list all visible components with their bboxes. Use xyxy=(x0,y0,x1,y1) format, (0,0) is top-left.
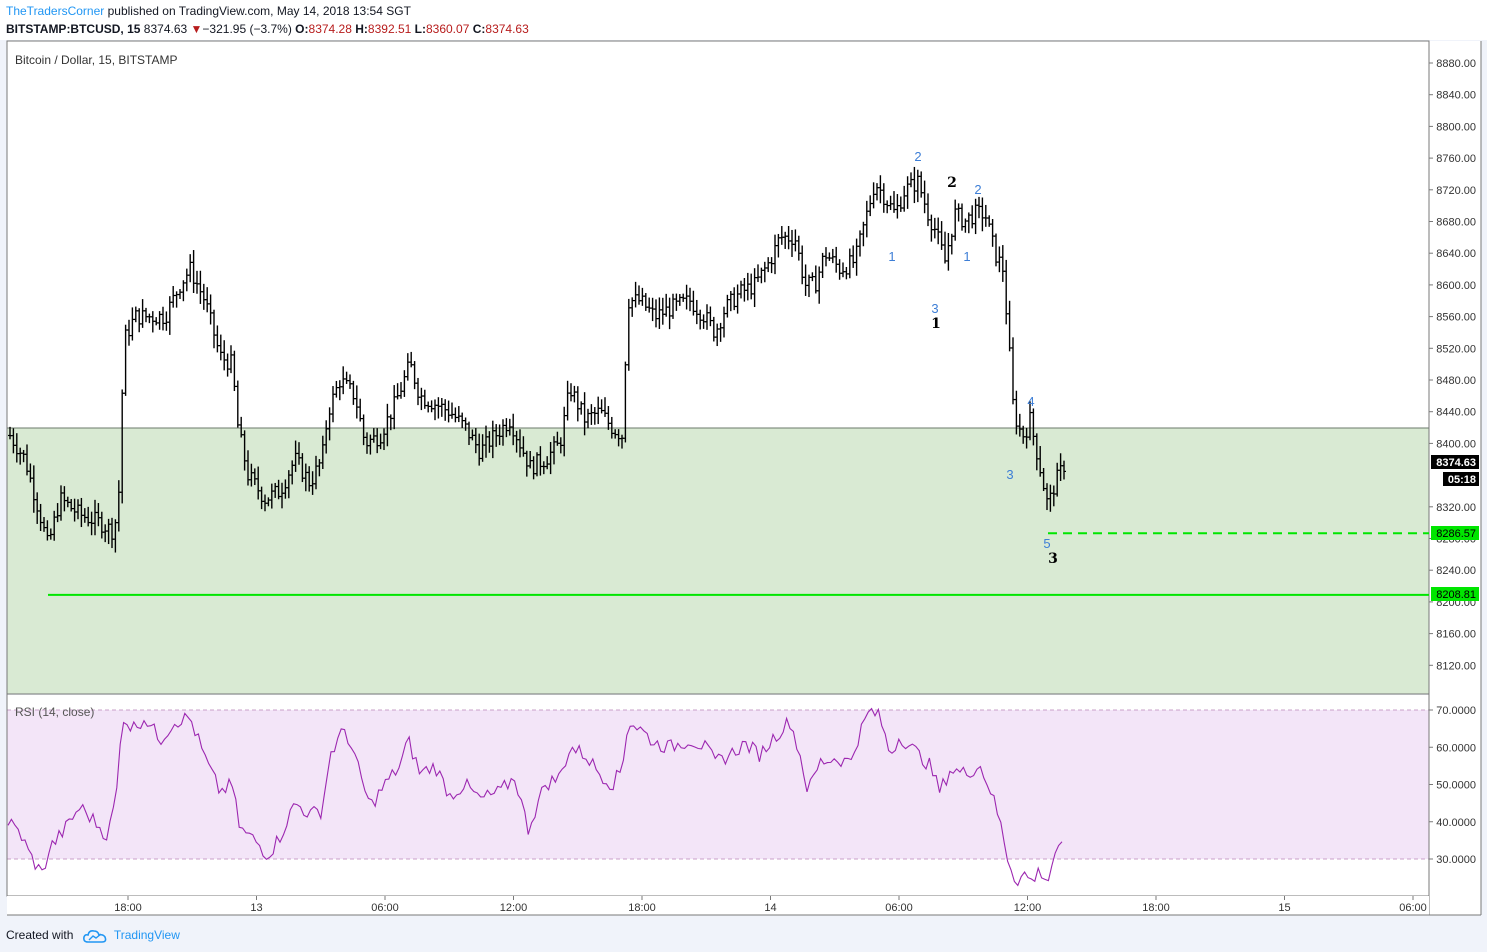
ohlc-legend: BITSTAMP:BTCUSD, 15 8374.63 ▼−321.95 (−3… xyxy=(6,22,529,36)
time-tick-label: 15 xyxy=(1278,902,1290,914)
price-tick-label: 8320.00 xyxy=(1436,502,1476,514)
tradingview-link[interactable]: TradingView xyxy=(113,928,180,942)
wave-label[interactable]: 3 xyxy=(1006,467,1013,482)
price-tick-label: 8800.00 xyxy=(1436,121,1476,133)
rsi-series xyxy=(7,707,1063,887)
low-value: 8360.07 xyxy=(425,22,470,36)
price-tick-label: 8880.00 xyxy=(1436,58,1476,70)
current-price-label: 8374.63 xyxy=(1436,457,1476,469)
wave-label[interactable]: 4 xyxy=(1027,394,1034,409)
price-tick-label: 8720.00 xyxy=(1436,185,1476,197)
price-tick-label: 8640.00 xyxy=(1436,248,1476,260)
price-tick-label: 8120.00 xyxy=(1436,660,1476,672)
open-value: 8374.28 xyxy=(308,22,352,36)
last-price: 8374.63 xyxy=(143,22,188,36)
symbol-label: BITSTAMP:BTCUSD, 15 xyxy=(6,22,141,36)
price-tick-label: 8560.00 xyxy=(1436,312,1476,324)
time-tick-label: 06:00 xyxy=(1399,902,1427,914)
time-tick-label: 18:00 xyxy=(628,902,656,914)
rsi-tick-label: 50.0000 xyxy=(1436,780,1476,792)
close-value: 8374.63 xyxy=(485,22,529,36)
price-tick-label: 8480.00 xyxy=(1436,375,1476,387)
time-tick-label: 12:00 xyxy=(1014,902,1042,914)
rsi-line xyxy=(7,707,1063,887)
time-tick-label: 18:00 xyxy=(114,902,142,914)
time-tick-label: 06:00 xyxy=(885,902,913,914)
wave-label[interactable]: 3 xyxy=(1048,551,1058,567)
wave-label[interactable]: 5 xyxy=(1043,536,1050,551)
high-value: 8392.51 xyxy=(367,22,412,36)
current-price-badge xyxy=(1431,455,1479,469)
wave-label[interactable]: 3 xyxy=(931,301,938,316)
price-tick-label: 8520.00 xyxy=(1436,343,1476,355)
chart-canvas[interactable]: 8880.00 8840.00 8800.00 8760.00 8720.00 8680.… xyxy=(0,40,1487,923)
wave-label[interactable]: 1 xyxy=(888,249,895,264)
rsi-tick-labels: 70.0000 60.0000 50.0000 40.0000 30.0000 xyxy=(1429,705,1476,866)
publication-line: TheTradersCorner published on TradingVie… xyxy=(6,4,411,18)
wave-label[interactable]: 2 xyxy=(974,182,981,197)
price-change: −321.95 (−3.7%) xyxy=(202,22,292,36)
close-label: C: xyxy=(472,22,486,36)
price-tick-labels: 8880.00 8840.00 8800.00 8760.00 8720.00 8680.… xyxy=(1429,58,1476,672)
countdown-badge xyxy=(1443,472,1479,486)
change-down-icon: ▼ xyxy=(190,22,203,36)
price-tick-label: 8760.00 xyxy=(1436,153,1476,165)
rsi-pane-title: RSI (14, close) xyxy=(15,705,94,719)
dashed-level-badge xyxy=(1431,526,1479,540)
price-tick-label: 8440.00 xyxy=(1436,407,1476,419)
time-tick-labels: 18:00 13 06:00 12:00 18:00 14 06:00 12:00 18:00 1… xyxy=(114,896,1427,914)
price-bars xyxy=(8,166,1066,553)
rsi-tick-label: 70.0000 xyxy=(1436,705,1476,717)
time-tick-label: 12:00 xyxy=(500,902,528,914)
rsi-band xyxy=(7,710,1429,859)
open-label: O: xyxy=(295,22,309,36)
demand-zone xyxy=(7,428,1429,694)
time-tick-label: 13 xyxy=(250,902,262,914)
bar-countdown-label: 05:18 xyxy=(1448,474,1476,486)
published-text: published on TradingView.com, May 14, 20… xyxy=(104,4,411,18)
solid-level-label: 8208.81 xyxy=(1436,589,1476,601)
wave-label[interactable]: 1 xyxy=(963,249,970,264)
rsi-tick-label: 30.0000 xyxy=(1436,854,1476,866)
wave-label[interactable]: 1 xyxy=(931,316,941,332)
time-tick-label: 18:00 xyxy=(1142,902,1170,914)
time-axis[interactable] xyxy=(7,896,1429,915)
created-with-text: Created with xyxy=(6,928,74,942)
low-label: L: xyxy=(414,22,426,36)
author-link[interactable]: TheTradersCorner xyxy=(6,4,105,18)
footer: Created with TradingView xyxy=(0,924,1487,952)
dashed-level-label: 8286.57 xyxy=(1436,528,1476,540)
price-tick-label: 8840.00 xyxy=(1436,90,1476,102)
wave-label[interactable]: 2 xyxy=(914,149,921,164)
high-label: H: xyxy=(355,22,368,36)
price-levels xyxy=(48,532,1429,596)
price-tick-label: 8240.00 xyxy=(1436,565,1476,577)
main-pane-title: Bitcoin / Dollar, 15, BITSTAMP xyxy=(15,53,178,67)
rsi-tick-label: 60.0000 xyxy=(1436,742,1476,754)
solid-level-badge xyxy=(1431,587,1479,601)
price-tick-label: 8400.00 xyxy=(1436,438,1476,450)
publication-header: TheTradersCorner published on TradingVie… xyxy=(0,0,1487,40)
wave-label[interactable]: 2 xyxy=(947,175,957,191)
price-tick-label: 8600.00 xyxy=(1436,280,1476,292)
price-tick-label: 8160.00 xyxy=(1436,629,1476,641)
tradingview-cloud-icon xyxy=(82,929,107,943)
time-tick-label: 14 xyxy=(764,902,776,914)
price-tick-label: 8680.00 xyxy=(1436,217,1476,229)
rsi-tick-label: 40.0000 xyxy=(1436,817,1476,829)
price-bar xyxy=(1062,460,1066,480)
time-tick-label: 06:00 xyxy=(371,902,399,914)
